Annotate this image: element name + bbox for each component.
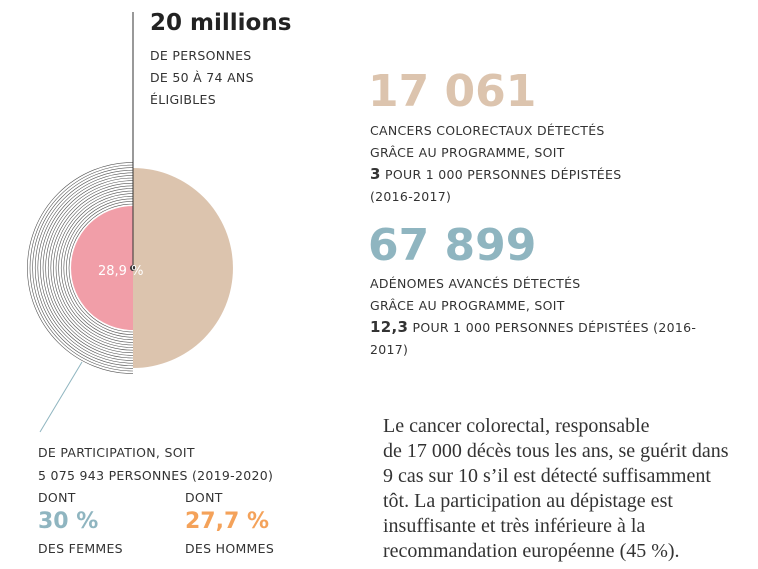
women-label: DES FEMMES [38,541,123,556]
men-label: DES HOMMES [185,541,274,556]
participation-line: DE PARTICIPATION, SOIT [38,445,195,460]
pie-label: 28,9 % [98,264,143,279]
highlight: 3 [370,165,381,183]
pointer-dot [130,265,136,271]
paragraph-line: tôt. La participation au dépistage est [383,490,673,512]
prefix: DONT [185,490,223,505]
hatch-arc [27,162,133,374]
stat-line: CANCERS COLORECTAUX DÉTECTÉS [370,123,605,138]
highlight-rest: POUR 1 000 PERSONNES DÉPISTÉES [385,167,621,182]
participation-half [71,206,133,330]
prefix: DONT [38,490,76,505]
stat-value: 67 899 [368,220,536,271]
stat-value: 17 061 [368,66,536,117]
stat-line: ADÉNOMES AVANCÉS DÉTECTÉS [370,276,581,291]
paragraph-line: recommandation européenne (45 %). [383,540,680,562]
stat-line: (2016-2017) [370,189,451,204]
hatch-arc [60,195,133,341]
hatch-arc [66,201,133,335]
paragraph-line: insuffisante et très inférieure à la [383,515,645,537]
hatch-arc [37,172,133,364]
hatch-arc [45,180,133,356]
hatch-arc [68,203,133,333]
stat-line: GRÂCE AU PROGRAMME, SOIT [370,298,565,313]
hatch-arc [42,177,133,359]
eligible-half [133,168,233,368]
hatch-arc [34,169,133,367]
highlight: 12,3 [370,318,408,336]
stat-line: 3 POUR 1 000 PERSONNES DÉPISTÉES [370,165,621,183]
headline-line: DE PERSONNES [150,48,252,63]
stat-line: 2017) [370,342,408,357]
hatch-arc [53,188,133,348]
highlight-rest: POUR 1 000 PERSONNES DÉPISTÉES (2016- [413,320,697,335]
hatch-arc [32,167,133,369]
pointer-line [39,361,83,433]
hatch-arc [55,190,133,346]
headline: 20 millions [150,10,291,36]
hatch-arc [29,164,133,372]
stat-line: GRÂCE AU PROGRAMME, SOIT [370,145,565,160]
paragraph-line: de 17 000 décès tous les ans, se guérit … [383,440,729,462]
hatch-arc [58,193,133,343]
men-value: 27,7 % [185,509,269,534]
hatched-ring [27,162,133,374]
participation-line: 5 075 943 PERSONNES (2019-2020) [38,468,273,483]
headline-line: ÉLIGIBLES [150,92,216,107]
hatch-arc [40,175,133,361]
headline-line: DE 50 À 74 ANS [150,70,254,85]
stat-line: 12,3 POUR 1 000 PERSONNES DÉPISTÉES (201… [370,318,696,336]
hatch-arc [47,182,133,354]
paragraph-line: Le cancer colorectal, responsable [383,415,650,437]
paragraph-line: 9 cas sur 10 s’il est détecté suffisamme… [383,465,711,487]
hatch-arc [63,198,133,338]
hatch-arc [50,185,133,351]
women-value: 30 % [38,509,98,534]
